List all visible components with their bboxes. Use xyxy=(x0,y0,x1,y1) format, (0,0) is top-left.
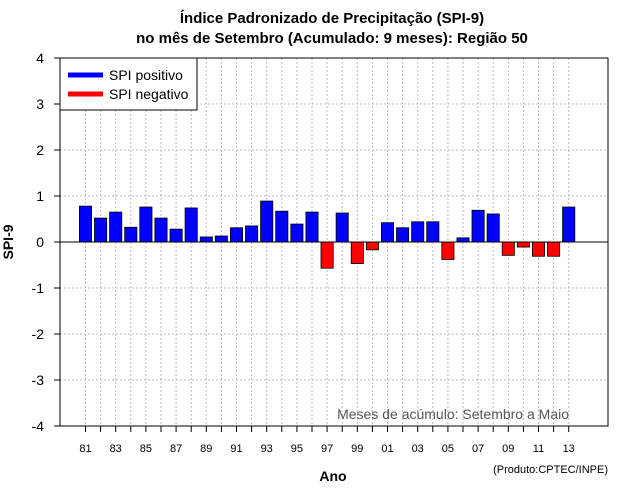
y-tick-label: -3 xyxy=(32,372,45,388)
bar-99 xyxy=(350,241,364,265)
x-tick-label: 97 xyxy=(321,443,333,455)
bar-85 xyxy=(139,206,153,243)
chart-title-line-2: no mês de Setembro (Acumulado: 9 meses):… xyxy=(136,30,528,47)
bar-92 xyxy=(245,225,259,243)
bar-09 xyxy=(501,241,515,256)
x-tick-label: 83 xyxy=(110,443,122,455)
x-tick-label: 81 xyxy=(79,443,91,455)
bar-84 xyxy=(124,226,138,243)
bar-05 xyxy=(441,241,455,260)
bar-82 xyxy=(94,217,108,243)
y-axis-label: SPI-9 xyxy=(0,224,16,259)
bar-93 xyxy=(260,200,274,243)
bar-89 xyxy=(199,236,213,243)
bar-11 xyxy=(532,241,546,257)
bar-97 xyxy=(320,241,334,269)
x-tick-label: 91 xyxy=(230,443,242,455)
x-tick-label: 13 xyxy=(563,443,575,455)
bar-81 xyxy=(79,205,93,243)
y-tick-label: 3 xyxy=(36,96,44,112)
bars xyxy=(79,200,576,269)
x-tick-label: 85 xyxy=(140,443,152,455)
bar-08 xyxy=(486,213,500,243)
x-tick-label: 11 xyxy=(533,443,544,455)
bar-98 xyxy=(335,212,349,243)
bar-91 xyxy=(229,227,243,243)
accumulation-note: Meses de acúmulo: Setembro a Maio xyxy=(337,406,569,422)
bar-06 xyxy=(456,237,470,243)
legend-box xyxy=(59,57,198,111)
y-axis-ticks: 4 3 2 1 0 -1 -2 -3 -4 xyxy=(32,50,60,434)
y-tick-label: 0 xyxy=(36,234,44,250)
y-tick-label: 4 xyxy=(36,50,44,66)
bar-83 xyxy=(109,211,123,243)
bar-94 xyxy=(275,210,289,243)
legend: SPI positivo SPI negativo xyxy=(59,57,198,111)
x-tick-label: 03 xyxy=(412,443,424,455)
product-credit: (Produto:CPTEC/INPE) xyxy=(493,464,608,476)
bar-87 xyxy=(169,228,183,243)
x-tick-label: 87 xyxy=(170,443,182,455)
bar-12 xyxy=(547,241,561,257)
bar-02 xyxy=(396,227,410,243)
x-axis-label: Ano xyxy=(319,468,346,484)
bar-10 xyxy=(516,241,530,248)
x-tick-label: 07 xyxy=(472,443,484,455)
x-tick-label: 99 xyxy=(351,443,363,455)
x-tick-label: 05 xyxy=(442,443,454,455)
bar-04 xyxy=(426,221,440,243)
bar-86 xyxy=(154,217,168,243)
y-tick-label: 1 xyxy=(36,188,44,204)
bar-96 xyxy=(305,211,319,243)
bar-01 xyxy=(380,222,394,243)
bar-95 xyxy=(290,223,304,243)
y-tick-label: -1 xyxy=(32,280,45,296)
bar-07 xyxy=(471,209,485,243)
chart-title-line-1: Índice Padronizado de Precipitação (SPI-… xyxy=(180,10,484,27)
bar-88 xyxy=(184,207,198,243)
x-tick-label: 01 xyxy=(381,443,393,455)
y-tick-label: -4 xyxy=(32,418,45,434)
y-tick-label: -2 xyxy=(32,326,45,342)
bar-13 xyxy=(562,206,576,243)
x-axis-ticks: 81 83 85 87 89 91 93 95 97 99 01 03 05 07 09 11 13 xyxy=(79,426,575,455)
bar-03 xyxy=(411,221,425,243)
x-tick-label: 93 xyxy=(261,443,273,455)
y-tick-label: 2 xyxy=(36,142,44,158)
x-tick-label: 95 xyxy=(291,443,303,455)
legend-label-negative: SPI negativo xyxy=(109,86,189,102)
x-tick-label: 09 xyxy=(502,443,514,455)
legend-label-positive: SPI positivo xyxy=(109,67,183,83)
x-tick-label: 89 xyxy=(200,443,212,455)
bar-90 xyxy=(214,235,228,243)
bar-00 xyxy=(365,241,379,251)
